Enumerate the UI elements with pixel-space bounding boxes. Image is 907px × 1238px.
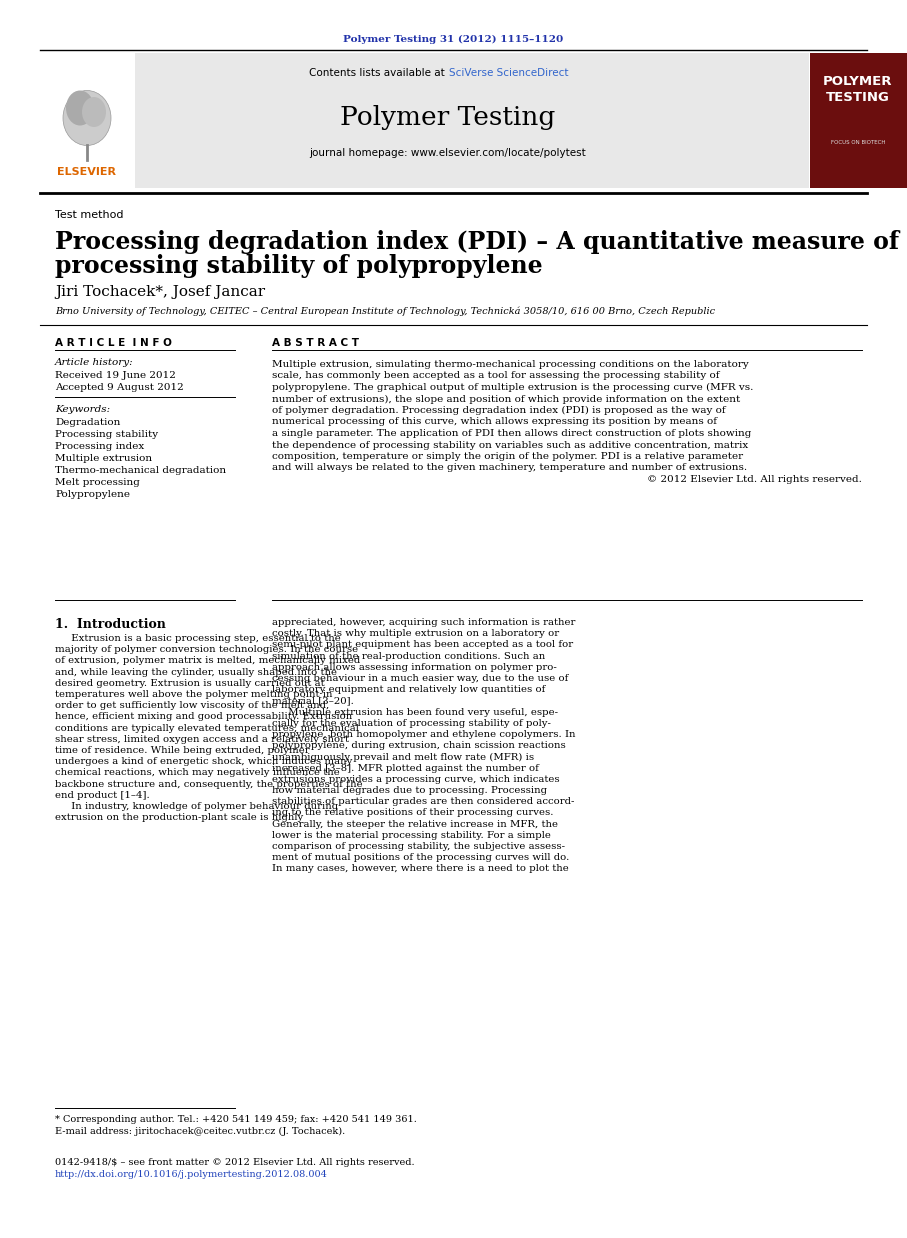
Text: of polymer degradation. Processing degradation index (PDI) is proposed as the wa: of polymer degradation. Processing degra… xyxy=(272,406,726,415)
Bar xyxy=(810,53,907,188)
Text: the dependence of processing stability on variables such as additive concentrati: the dependence of processing stability o… xyxy=(272,441,748,449)
Text: http://dx.doi.org/10.1016/j.polymertesting.2012.08.004: http://dx.doi.org/10.1016/j.polymertesti… xyxy=(55,1170,327,1179)
Bar xyxy=(87,53,809,188)
Text: end product [1–4].: end product [1–4]. xyxy=(55,791,150,800)
Text: journal homepage: www.elsevier.com/locate/polytest: journal homepage: www.elsevier.com/locat… xyxy=(309,149,586,158)
Text: Accepted 9 August 2012: Accepted 9 August 2012 xyxy=(55,383,184,392)
Text: material [3–20].: material [3–20]. xyxy=(272,697,354,706)
Text: polypropylene, during extrusion, chain scission reactions: polypropylene, during extrusion, chain s… xyxy=(272,742,566,750)
Text: Jiri Tochacek*, Josef Jancar: Jiri Tochacek*, Josef Jancar xyxy=(55,285,265,300)
Text: © 2012 Elsevier Ltd. All rights reserved.: © 2012 Elsevier Ltd. All rights reserved… xyxy=(647,475,862,484)
Text: ELSEVIER: ELSEVIER xyxy=(57,167,116,177)
Text: ment of mutual positions of the processing curves will do.: ment of mutual positions of the processi… xyxy=(272,853,570,862)
Text: comparison of processing stability, the subjective assess-: comparison of processing stability, the … xyxy=(272,842,565,851)
Text: composition, temperature or simply the origin of the polymer. PDI is a relative : composition, temperature or simply the o… xyxy=(272,452,743,461)
Ellipse shape xyxy=(82,97,106,128)
Text: Multiple extrusion has been found very useful, espe-: Multiple extrusion has been found very u… xyxy=(272,708,558,717)
Text: TESTING: TESTING xyxy=(826,92,890,104)
Ellipse shape xyxy=(66,90,94,125)
Text: time of residence. While being extruded, polymer: time of residence. While being extruded,… xyxy=(55,747,309,755)
Text: extrusions provides a processing curve, which indicates: extrusions provides a processing curve, … xyxy=(272,775,560,784)
Text: conditions are typically elevated temperatures, mechanical: conditions are typically elevated temper… xyxy=(55,723,359,733)
Text: a single parameter. The application of PDI then allows direct construction of pl: a single parameter. The application of P… xyxy=(272,430,751,438)
Text: simulation of the real-production conditions. Such an: simulation of the real-production condit… xyxy=(272,651,545,661)
Text: Extrusion is a basic processing step, essential to the: Extrusion is a basic processing step, es… xyxy=(55,634,341,643)
Ellipse shape xyxy=(63,90,111,146)
Text: Processing index: Processing index xyxy=(55,442,144,451)
Text: A B S T R A C T: A B S T R A C T xyxy=(272,338,359,348)
Text: chemical reactions, which may negatively influence the: chemical reactions, which may negatively… xyxy=(55,769,340,777)
Text: Article history:: Article history: xyxy=(55,358,133,366)
Text: appreciated, however, acquiring such information is rather: appreciated, however, acquiring such inf… xyxy=(272,618,575,626)
Text: Melt processing: Melt processing xyxy=(55,478,140,487)
Text: order to get sufficiently low viscosity of the melt and,: order to get sufficiently low viscosity … xyxy=(55,701,329,711)
Text: Multiple extrusion, simulating thermo-mechanical processing conditions on the la: Multiple extrusion, simulating thermo-me… xyxy=(272,360,749,369)
Text: cially for the evaluation of processing stability of poly-: cially for the evaluation of processing … xyxy=(272,719,551,728)
Text: laboratory equipment and relatively low quantities of: laboratory equipment and relatively low … xyxy=(272,685,545,695)
Text: Polymer Testing 31 (2012) 1115–1120: Polymer Testing 31 (2012) 1115–1120 xyxy=(343,35,563,45)
Text: approach allows assessing information on polymer pro-: approach allows assessing information on… xyxy=(272,662,557,672)
Text: ing to the relative positions of their processing curves.: ing to the relative positions of their p… xyxy=(272,808,553,817)
Text: Processing degradation index (PDI) – A quantitative measure of: Processing degradation index (PDI) – A q… xyxy=(55,230,899,254)
Text: Brno University of Technology, CEITEC – Central European Institute of Technology: Brno University of Technology, CEITEC – … xyxy=(55,306,715,316)
Text: 0142-9418/$ – see front matter © 2012 Elsevier Ltd. All rights reserved.: 0142-9418/$ – see front matter © 2012 El… xyxy=(55,1158,414,1167)
Text: and, while leaving the cylinder, usually shaped into the: and, while leaving the cylinder, usually… xyxy=(55,667,337,677)
Text: Generally, the steeper the relative increase in MFR, the: Generally, the steeper the relative incr… xyxy=(272,820,558,828)
Text: Polymer Testing: Polymer Testing xyxy=(340,105,556,130)
Text: Processing stability: Processing stability xyxy=(55,430,158,439)
Text: Contents lists available at: Contents lists available at xyxy=(309,68,448,78)
Text: Test method: Test method xyxy=(55,210,123,220)
Bar xyxy=(40,53,135,188)
Text: In many cases, however, where there is a need to plot the: In many cases, however, where there is a… xyxy=(272,864,569,873)
Text: and will always be related to the given machinery, temperature and number of ext: and will always be related to the given … xyxy=(272,463,747,473)
Text: 1.  Introduction: 1. Introduction xyxy=(55,618,166,631)
Text: hence, efficient mixing and good processability. Extrusion: hence, efficient mixing and good process… xyxy=(55,712,352,722)
Text: numerical processing of this curve, which allows expressing its position by mean: numerical processing of this curve, whic… xyxy=(272,417,717,427)
Text: Multiple extrusion: Multiple extrusion xyxy=(55,454,152,463)
Text: number of extrusions), the slope and position of which provide information on th: number of extrusions), the slope and pos… xyxy=(272,395,740,404)
Text: how material degrades due to processing. Processing: how material degrades due to processing.… xyxy=(272,786,547,795)
Text: unambiguously prevail and melt flow rate (MFR) is: unambiguously prevail and melt flow rate… xyxy=(272,753,534,761)
Text: * Corresponding author. Tel.: +420 541 149 459; fax: +420 541 149 361.: * Corresponding author. Tel.: +420 541 1… xyxy=(55,1115,417,1124)
Text: FOCUS ON BIOTECH: FOCUS ON BIOTECH xyxy=(831,140,885,145)
Text: Polypropylene: Polypropylene xyxy=(55,490,130,499)
Text: undergoes a kind of energetic shock, which induces many: undergoes a kind of energetic shock, whi… xyxy=(55,758,353,766)
Text: temperatures well above the polymer melting point in: temperatures well above the polymer melt… xyxy=(55,690,333,699)
Text: stabilities of particular grades are then considered accord-: stabilities of particular grades are the… xyxy=(272,797,574,806)
Text: E-mail address: jiritochacek@ceitec.vutbr.cz (J. Tochacek).: E-mail address: jiritochacek@ceitec.vutb… xyxy=(55,1127,346,1136)
Text: polypropylene. The graphical output of multiple extrusion is the processing curv: polypropylene. The graphical output of m… xyxy=(272,383,754,392)
Text: majority of polymer conversion technologies. In the course: majority of polymer conversion technolog… xyxy=(55,645,358,654)
Text: Thermo-mechanical degradation: Thermo-mechanical degradation xyxy=(55,465,226,475)
Text: cessing behaviour in a much easier way, due to the use of: cessing behaviour in a much easier way, … xyxy=(272,673,569,683)
Text: shear stress, limited oxygen access and a relatively short: shear stress, limited oxygen access and … xyxy=(55,735,349,744)
Text: extrusion on the production-plant scale is highly: extrusion on the production-plant scale … xyxy=(55,813,303,822)
Text: propylene, both homopolymer and ethylene copolymers. In: propylene, both homopolymer and ethylene… xyxy=(272,730,576,739)
Text: of extrusion, polymer matrix is melted, mechanically mixed: of extrusion, polymer matrix is melted, … xyxy=(55,656,360,665)
Text: POLYMER: POLYMER xyxy=(824,76,892,88)
Text: SciVerse ScienceDirect: SciVerse ScienceDirect xyxy=(449,68,569,78)
Text: costly. That is why multiple extrusion on a laboratory or: costly. That is why multiple extrusion o… xyxy=(272,629,559,639)
Text: A R T I C L E  I N F O: A R T I C L E I N F O xyxy=(55,338,171,348)
Text: desired geometry. Extrusion is usually carried out at: desired geometry. Extrusion is usually c… xyxy=(55,678,325,688)
Text: processing stability of polypropylene: processing stability of polypropylene xyxy=(55,254,542,279)
Text: scale, has commonly been accepted as a tool for assessing the processing stabili: scale, has commonly been accepted as a t… xyxy=(272,371,719,380)
Text: backbone structure and, consequently, the properties of the: backbone structure and, consequently, th… xyxy=(55,780,363,789)
Text: Received 19 June 2012: Received 19 June 2012 xyxy=(55,371,176,380)
Text: Degradation: Degradation xyxy=(55,418,121,427)
Text: lower is the material processing stability. For a simple: lower is the material processing stabili… xyxy=(272,831,551,839)
Text: increased [3–8]. MFR plotted against the number of: increased [3–8]. MFR plotted against the… xyxy=(272,764,539,773)
Text: In industry, knowledge of polymer behaviour during: In industry, knowledge of polymer behavi… xyxy=(55,802,338,811)
Text: semi-pilot plant equipment has been accepted as a tool for: semi-pilot plant equipment has been acce… xyxy=(272,640,573,650)
Text: Keywords:: Keywords: xyxy=(55,405,110,413)
